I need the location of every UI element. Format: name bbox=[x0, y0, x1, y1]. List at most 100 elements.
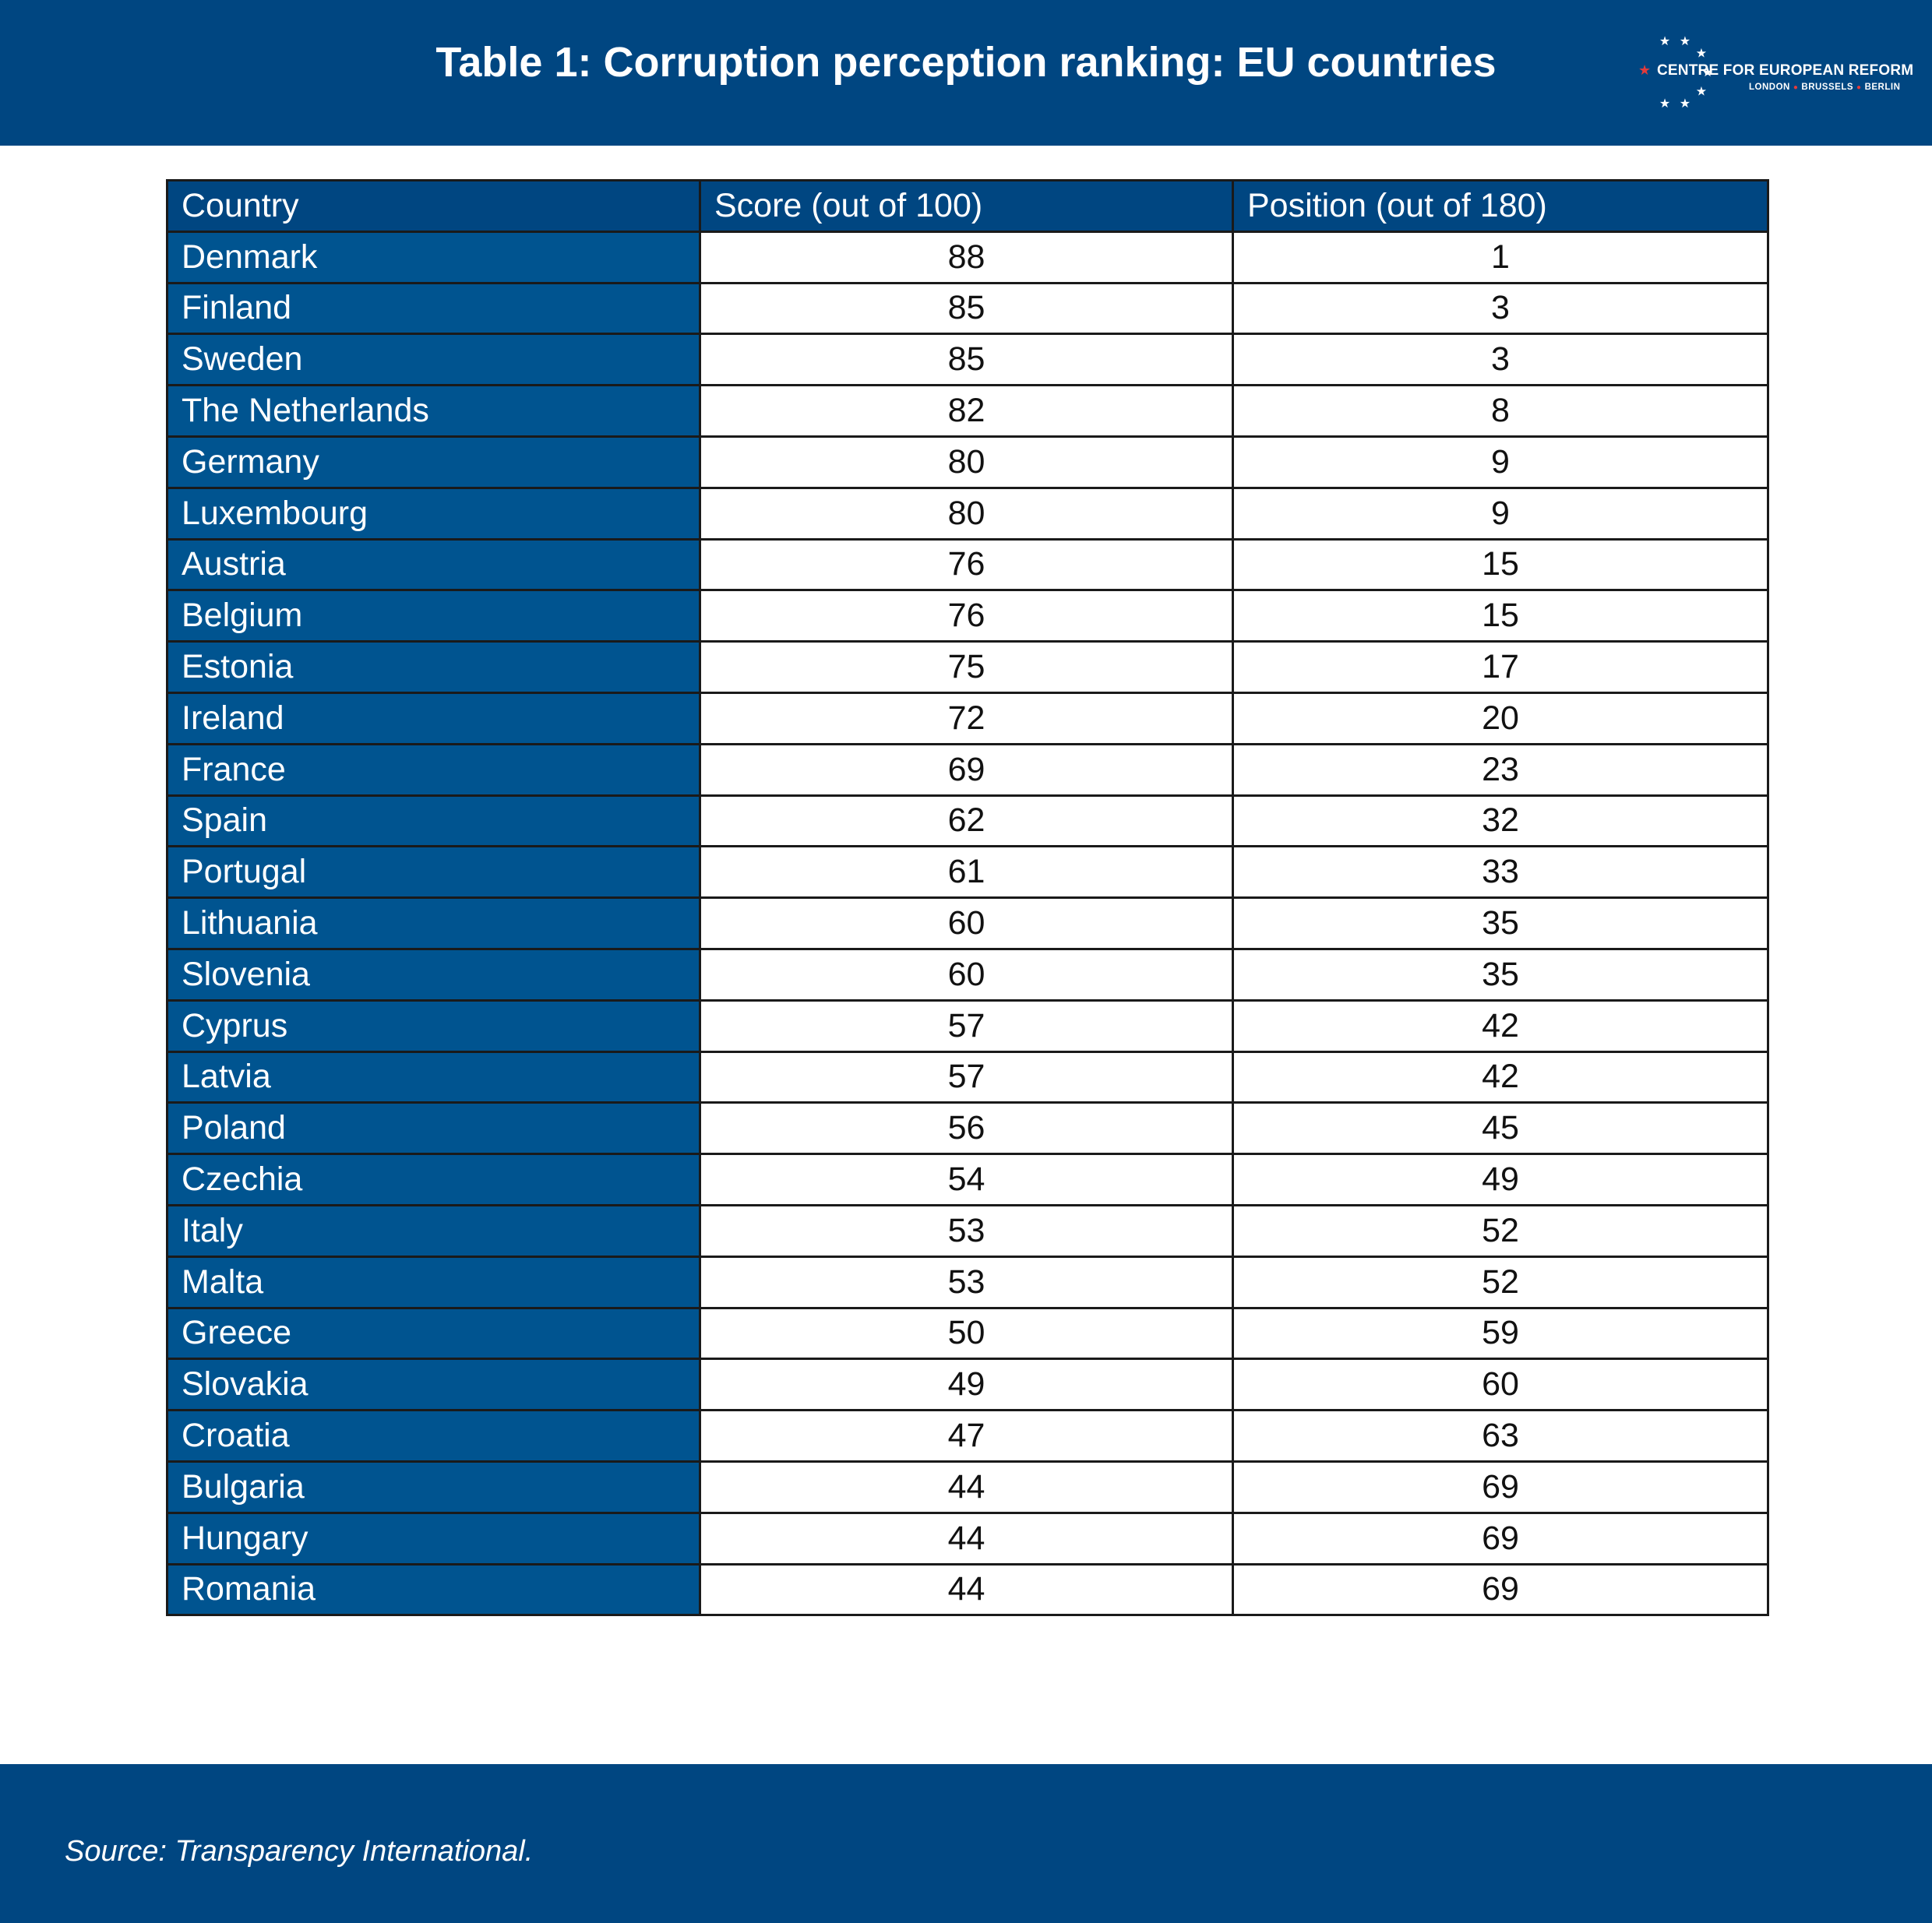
country-cell: Italy bbox=[166, 1203, 701, 1258]
position-cell: 60 bbox=[1232, 1358, 1769, 1412]
position-cell: 32 bbox=[1232, 794, 1769, 848]
table-row: Slovakia 49 60 bbox=[166, 1358, 1769, 1412]
score-cell: 57 bbox=[699, 998, 1234, 1053]
country-cell: Finland bbox=[166, 281, 701, 336]
logo-city: BRUSSELS bbox=[1801, 83, 1854, 92]
star-icon: ★ bbox=[1696, 47, 1707, 60]
table-row: Luxembourg 80 9 bbox=[166, 486, 1769, 541]
score-cell: 44 bbox=[699, 1460, 1234, 1514]
position-cell: 9 bbox=[1232, 486, 1769, 541]
star-icon: ★ bbox=[1680, 35, 1690, 48]
score-cell: 75 bbox=[699, 640, 1234, 694]
table-row: Finland 85 3 bbox=[166, 281, 1769, 336]
table-row: Malta 53 52 bbox=[166, 1255, 1769, 1309]
country-cell: Greece bbox=[166, 1306, 701, 1361]
score-cell: 50 bbox=[699, 1306, 1234, 1361]
table-row: Czechia 54 49 bbox=[166, 1153, 1769, 1206]
table-row: Germany 80 9 bbox=[166, 435, 1769, 489]
position-cell: 42 bbox=[1232, 998, 1769, 1053]
position-cell: 3 bbox=[1232, 333, 1769, 387]
table-row: Latvia 57 42 bbox=[166, 1050, 1769, 1104]
score-cell: 80 bbox=[699, 435, 1234, 489]
country-cell: Spain bbox=[166, 794, 701, 848]
score-cell: 69 bbox=[699, 742, 1234, 797]
position-cell: 42 bbox=[1232, 1050, 1769, 1104]
score-cell: 49 bbox=[699, 1358, 1234, 1412]
country-cell: Malta bbox=[166, 1255, 701, 1309]
header-bar bbox=[0, 0, 1932, 146]
position-cell: 63 bbox=[1232, 1409, 1769, 1463]
country-cell: Romania bbox=[166, 1562, 701, 1617]
star-icon: ★ bbox=[1659, 35, 1670, 48]
score-cell: 54 bbox=[699, 1153, 1234, 1206]
country-cell: Slovakia bbox=[166, 1358, 701, 1412]
table-row: Portugal 61 33 bbox=[166, 845, 1769, 900]
red-dot-icon: ● bbox=[1793, 83, 1799, 92]
score-cell: 72 bbox=[699, 691, 1234, 745]
logo-city: LONDON bbox=[1749, 83, 1790, 92]
table-row: Italy 53 52 bbox=[166, 1203, 1769, 1258]
score-cell: 57 bbox=[699, 1050, 1234, 1104]
country-cell: Sweden bbox=[166, 333, 701, 387]
logo-cities: LONDON ● BRUSSELS ● BERLIN bbox=[1749, 83, 1900, 92]
country-cell: France bbox=[166, 742, 701, 797]
column-header: Country bbox=[166, 179, 701, 233]
score-cell: 88 bbox=[699, 230, 1234, 284]
country-cell: Poland bbox=[166, 1101, 701, 1156]
country-cell: Austria bbox=[166, 537, 701, 592]
table-row: Romania 44 69 bbox=[166, 1562, 1769, 1617]
score-cell: 44 bbox=[699, 1562, 1234, 1617]
eu-star-circle-icon: ★ ★ ★ ★ ★ ★ ★ bbox=[1659, 35, 1713, 111]
position-cell: 35 bbox=[1232, 896, 1769, 950]
country-cell: The Netherlands bbox=[166, 384, 701, 438]
score-cell: 62 bbox=[699, 794, 1234, 848]
footer-bar bbox=[0, 1764, 1932, 1923]
table-row: Ireland 72 20 bbox=[166, 691, 1769, 745]
country-cell: Estonia bbox=[166, 640, 701, 694]
star-icon: ★ bbox=[1659, 97, 1670, 111]
score-cell: 76 bbox=[699, 537, 1234, 592]
country-cell: Cyprus bbox=[166, 998, 701, 1053]
country-cell: Denmark bbox=[166, 230, 701, 284]
country-cell: Slovenia bbox=[166, 947, 701, 1002]
logo-city: BERLIN bbox=[1864, 83, 1901, 92]
ranking-table: Country Score (out of 100) Position (out… bbox=[166, 179, 1769, 1617]
score-cell: 53 bbox=[699, 1203, 1234, 1258]
position-cell: 69 bbox=[1232, 1562, 1769, 1617]
red-dot-icon: ● bbox=[1856, 83, 1862, 92]
table-row: Estonia 75 17 bbox=[166, 640, 1769, 694]
table-row: Spain 62 32 bbox=[166, 794, 1769, 848]
country-cell: Latvia bbox=[166, 1050, 701, 1104]
score-cell: 85 bbox=[699, 333, 1234, 387]
score-cell: 60 bbox=[699, 947, 1234, 1002]
score-cell: 47 bbox=[699, 1409, 1234, 1463]
country-cell: Lithuania bbox=[166, 896, 701, 950]
logo-name: CENTRE FOR EUROPEAN REFORM bbox=[1657, 62, 1914, 79]
country-cell: Croatia bbox=[166, 1409, 701, 1463]
page-title: Table 1: Corruption perception ranking: … bbox=[435, 39, 1497, 86]
position-cell: 15 bbox=[1232, 589, 1769, 643]
table-row: Cyprus 57 42 bbox=[166, 998, 1769, 1053]
table-row: Austria 76 15 bbox=[166, 537, 1769, 592]
score-cell: 80 bbox=[699, 486, 1234, 541]
table-row: Belgium 76 15 bbox=[166, 589, 1769, 643]
table-header-row: Country Score (out of 100) Position (out… bbox=[166, 179, 1769, 233]
position-cell: 69 bbox=[1232, 1460, 1769, 1514]
country-cell: Belgium bbox=[166, 589, 701, 643]
country-cell: Portugal bbox=[166, 845, 701, 900]
score-cell: 76 bbox=[699, 589, 1234, 643]
country-cell: Hungary bbox=[166, 1511, 701, 1566]
table-row: Lithuania 60 35 bbox=[166, 896, 1769, 950]
country-cell: Bulgaria bbox=[166, 1460, 701, 1514]
country-cell: Luxembourg bbox=[166, 486, 701, 541]
position-cell: 8 bbox=[1232, 384, 1769, 438]
red-star-icon: ★ bbox=[1638, 62, 1652, 78]
star-icon: ★ bbox=[1702, 66, 1713, 79]
table-row: Bulgaria 44 69 bbox=[166, 1460, 1769, 1514]
position-cell: 1 bbox=[1232, 230, 1769, 284]
position-cell: 17 bbox=[1232, 640, 1769, 694]
score-cell: 53 bbox=[699, 1255, 1234, 1309]
country-cell: Ireland bbox=[166, 691, 701, 745]
table-row: Sweden 85 3 bbox=[166, 333, 1769, 387]
position-cell: 3 bbox=[1232, 281, 1769, 336]
